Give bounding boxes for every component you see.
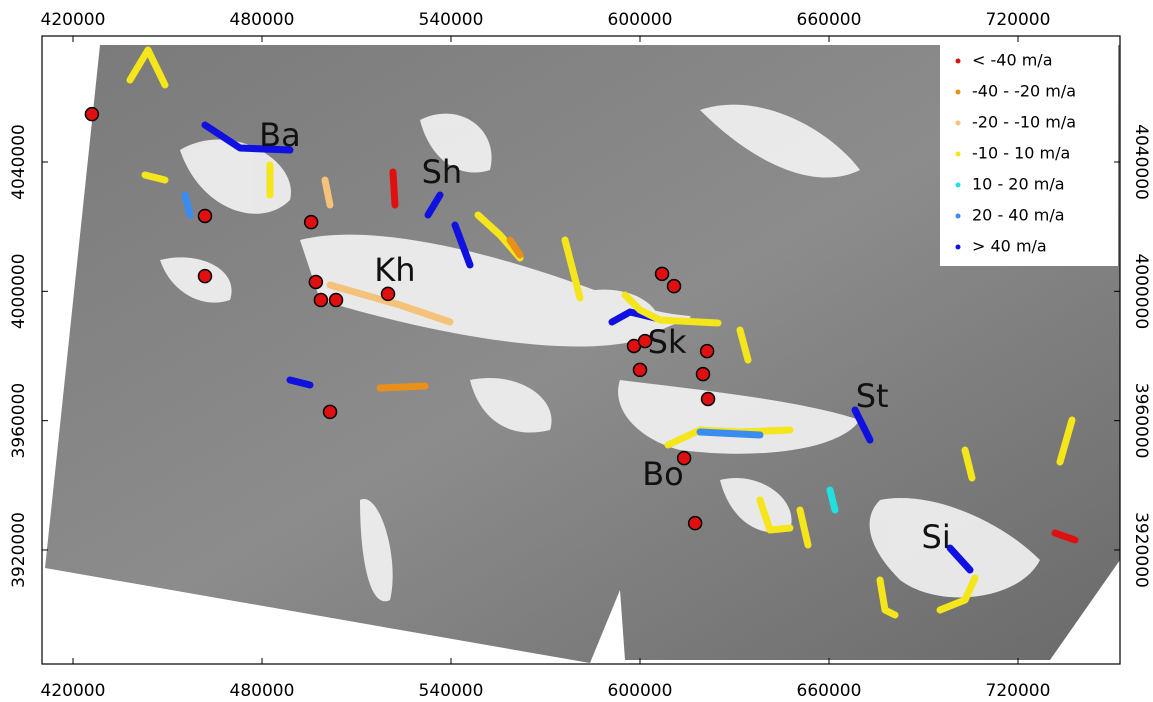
x-tick-label: 540000	[419, 10, 484, 30]
site-marker	[689, 517, 702, 530]
track	[145, 175, 165, 180]
site-marker	[656, 267, 669, 280]
site-marker	[309, 275, 322, 288]
legend: < -40 m/a -40 - -20 m/a -20 - -10 m/a -10 -…	[940, 44, 1118, 266]
legend-swatch	[956, 245, 961, 250]
site-marker	[381, 287, 394, 300]
site-marker	[198, 209, 211, 222]
site-marker	[198, 270, 211, 283]
x-tick-label: 480000	[230, 681, 295, 701]
legend-label: -40 - -20 m/a	[972, 82, 1076, 101]
y-tick-label: 4040000	[1131, 124, 1151, 200]
site-marker	[330, 294, 343, 307]
legend-label: < -40 m/a	[972, 51, 1053, 70]
legend-label: 10 - 20 m/a	[972, 175, 1065, 194]
x-tick-label: 720000	[986, 10, 1051, 30]
track	[380, 386, 425, 388]
x-tick-label: 540000	[419, 681, 484, 701]
legend-swatch	[956, 183, 961, 188]
region-label: Bo	[642, 455, 684, 493]
legend-label: -20 - -10 m/a	[972, 113, 1076, 132]
legend-label: 20 - 40 m/a	[972, 206, 1065, 225]
x-tick-label: 720000	[986, 681, 1051, 701]
legend-swatch	[956, 214, 961, 219]
track	[700, 432, 760, 435]
legend-swatch	[956, 152, 961, 157]
site-marker	[85, 108, 98, 121]
legend-swatch	[956, 59, 961, 64]
legend-swatch	[956, 90, 961, 95]
y-tick-label: 3920000	[9, 512, 29, 588]
legend-label: > 40 m/a	[972, 237, 1047, 256]
x-tick-label: 480000	[230, 10, 295, 30]
region-label: Si	[922, 518, 951, 556]
track	[325, 180, 330, 205]
x-tick-label: 420000	[41, 681, 106, 701]
region-label: St	[856, 377, 889, 415]
region-label: Sk	[648, 323, 687, 361]
site-marker	[701, 345, 714, 358]
x-tick-label: 420000	[41, 10, 106, 30]
x-tick-label: 600000	[608, 681, 673, 701]
legend-label: -10 - 10 m/a	[972, 144, 1070, 163]
region-label: Sh	[422, 153, 463, 191]
x-tick-label: 600000	[608, 10, 673, 30]
track	[185, 195, 190, 215]
map-figure: < -40 m/a -40 - -20 m/a -20 - -10 m/a -10 -…	[0, 0, 1153, 702]
y-tick-label: 3960000	[1131, 383, 1151, 459]
y-tick-label: 4000000	[1131, 253, 1151, 329]
site-marker	[314, 294, 327, 307]
y-tick-label: 4040000	[9, 124, 29, 200]
legend-swatch	[956, 121, 961, 126]
x-tick-label: 660000	[797, 681, 862, 701]
site-marker	[305, 216, 318, 229]
track	[290, 380, 310, 385]
region-label: Ba	[259, 116, 301, 154]
x-tick-label: 660000	[797, 10, 862, 30]
site-marker	[324, 405, 337, 418]
site-marker	[668, 280, 681, 293]
site-marker	[633, 363, 646, 376]
y-tick-label: 3960000	[9, 383, 29, 459]
y-tick-label: 4000000	[9, 253, 29, 329]
track	[393, 172, 395, 205]
track	[830, 490, 835, 510]
y-tick-label: 3920000	[1131, 512, 1151, 588]
site-marker	[702, 392, 715, 405]
region-label: Kh	[374, 251, 415, 289]
site-marker	[697, 368, 710, 381]
